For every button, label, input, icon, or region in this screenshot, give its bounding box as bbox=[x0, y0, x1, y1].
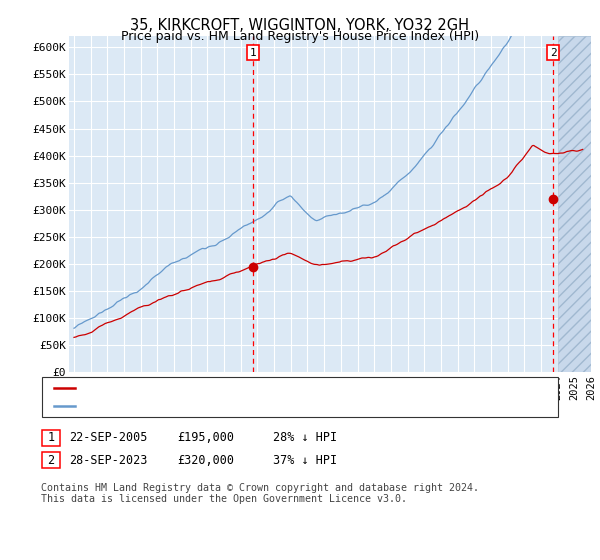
Text: £195,000: £195,000 bbox=[177, 431, 234, 445]
Text: 2: 2 bbox=[550, 48, 557, 58]
Text: 1: 1 bbox=[47, 431, 55, 445]
Text: 22-SEP-2005: 22-SEP-2005 bbox=[69, 431, 148, 445]
Text: £320,000: £320,000 bbox=[177, 454, 234, 467]
Text: Contains HM Land Registry data © Crown copyright and database right 2024.
This d: Contains HM Land Registry data © Crown c… bbox=[41, 483, 479, 505]
Text: 2: 2 bbox=[47, 454, 55, 467]
Text: 1: 1 bbox=[250, 48, 256, 58]
Bar bbox=[557, 36, 600, 372]
Text: Price paid vs. HM Land Registry's House Price Index (HPI): Price paid vs. HM Land Registry's House … bbox=[121, 30, 479, 43]
Text: HPI: Average price, detached house, York: HPI: Average price, detached house, York bbox=[79, 401, 349, 411]
Text: 35, KIRKCROFT, WIGGINTON, YORK, YO32 2GH: 35, KIRKCROFT, WIGGINTON, YORK, YO32 2GH bbox=[131, 18, 470, 33]
Text: 35, KIRKCROFT, WIGGINTON, YORK, YO32 2GH (detached house): 35, KIRKCROFT, WIGGINTON, YORK, YO32 2GH… bbox=[79, 383, 464, 393]
Text: 28% ↓ HPI: 28% ↓ HPI bbox=[273, 431, 337, 445]
Text: 28-SEP-2023: 28-SEP-2023 bbox=[69, 454, 148, 467]
Text: 37% ↓ HPI: 37% ↓ HPI bbox=[273, 454, 337, 467]
